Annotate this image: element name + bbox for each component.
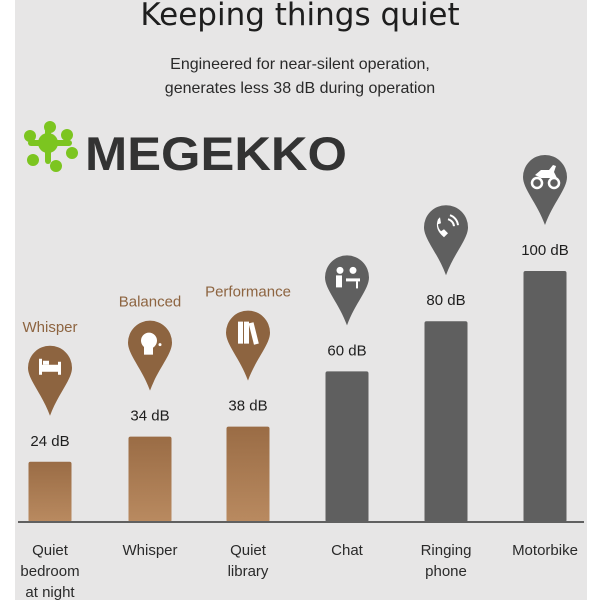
pin-marker-1 bbox=[28, 345, 72, 416]
chart-subtitle-line-1: Engineered for near-silent operation, bbox=[170, 56, 430, 73]
bed-icon bbox=[39, 358, 61, 375]
category-label-2: Whisper bbox=[122, 542, 177, 559]
mode-label-1: Whisper bbox=[22, 319, 77, 336]
category-label-5: Ringing bbox=[421, 542, 472, 559]
conversation-icon bbox=[336, 266, 360, 289]
ringing-phone-icon bbox=[436, 214, 459, 238]
chart-subtitle-line-2: generates less 38 dB during operation bbox=[165, 80, 435, 97]
bar-4 bbox=[325, 371, 369, 522]
pin-marker-6 bbox=[523, 155, 567, 225]
value-label-4: 60 dB bbox=[327, 342, 366, 359]
category-label-3: Quiet bbox=[230, 542, 267, 559]
bar-3 bbox=[226, 426, 270, 522]
chart-title: Keeping things quiet bbox=[140, 0, 459, 33]
pin-marker-5 bbox=[424, 205, 468, 276]
category-label-3: library bbox=[228, 563, 269, 580]
motorbike-icon bbox=[530, 165, 561, 190]
gecko-logo-icon bbox=[24, 121, 78, 172]
value-label-6: 100 dB bbox=[521, 242, 569, 259]
mode-label-3: Performance bbox=[205, 284, 291, 301]
whispering-person-icon bbox=[141, 332, 162, 355]
bar-6 bbox=[523, 271, 567, 522]
category-label-5: phone bbox=[425, 563, 467, 580]
category-label-1: Quiet bbox=[32, 542, 69, 559]
megekko-watermark: MEGEKKO bbox=[24, 121, 347, 180]
pin-marker-3 bbox=[226, 310, 270, 381]
bar-2 bbox=[128, 436, 172, 522]
bar-1 bbox=[28, 461, 72, 522]
category-label-1: bedroom bbox=[20, 563, 79, 580]
bar-5 bbox=[424, 321, 468, 522]
value-label-5: 80 dB bbox=[426, 292, 465, 309]
category-label-6: Motorbike bbox=[512, 542, 578, 559]
pin-marker-4 bbox=[325, 255, 369, 326]
watermark-text: MEGEKKO bbox=[85, 127, 347, 180]
chart-background bbox=[15, 0, 587, 600]
category-label-4: Chat bbox=[331, 542, 364, 559]
category-label-1: at night bbox=[25, 584, 75, 600]
books-icon bbox=[238, 321, 259, 345]
mode-label-2: Balanced bbox=[119, 294, 182, 311]
value-label-2: 34 dB bbox=[130, 408, 169, 425]
pin-marker-2 bbox=[128, 320, 172, 391]
value-label-1: 24 dB bbox=[30, 433, 69, 450]
value-label-3: 38 dB bbox=[228, 398, 267, 415]
